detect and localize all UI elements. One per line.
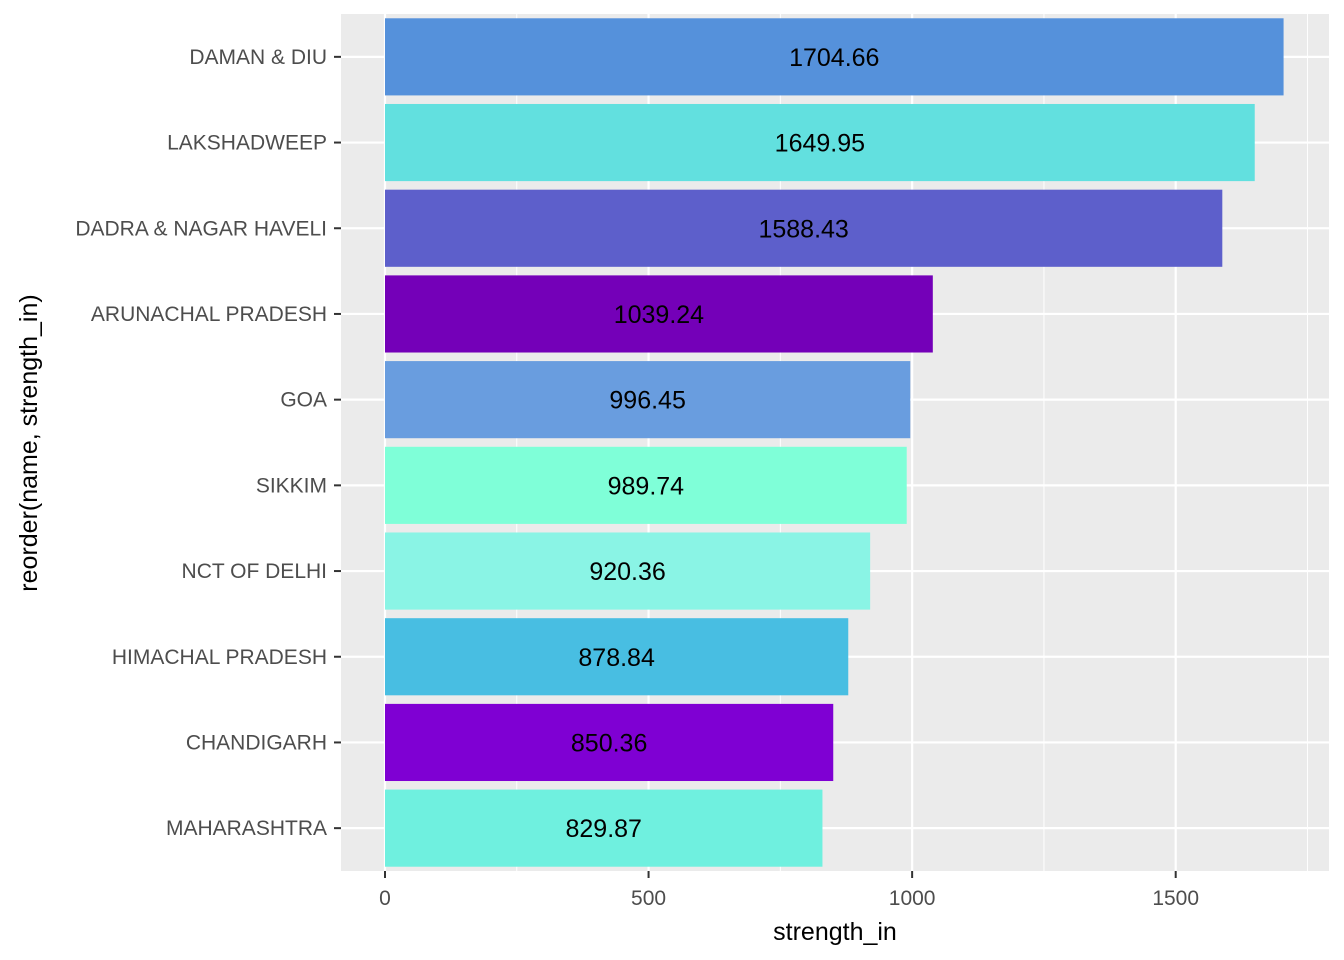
x-tick-label: 1000 xyxy=(889,887,936,910)
bar xyxy=(385,703,834,782)
bar-value-label: 850.36 xyxy=(571,729,647,757)
bar xyxy=(385,275,933,353)
y-tick-label: HIMACHAL PRADESH xyxy=(112,646,327,669)
x-axis-title: strength_in xyxy=(773,918,897,946)
bar xyxy=(385,361,911,439)
bar-value-label: 1039.24 xyxy=(614,301,704,329)
y-axis-title: reorder(name, strength_in) xyxy=(15,294,43,591)
y-axis: DAMAN & DIU LAKSHADWEEP DADRA & NAGAR HAVE… xyxy=(75,46,341,840)
bar-labels: 1704.66 1649.95 1588.43 1039.24 996.45 989.74… xyxy=(565,44,879,843)
bars xyxy=(385,18,1284,867)
y-tick-label: NCT OF DELHI xyxy=(182,560,327,583)
x-tick-label: 500 xyxy=(631,887,666,910)
bar xyxy=(385,618,849,696)
y-tick-label: CHANDIGARH xyxy=(186,731,327,754)
y-tick-label: DAMAN & DIU xyxy=(189,46,327,69)
bar xyxy=(385,532,871,610)
x-tick-label: 0 xyxy=(379,887,391,910)
y-tick-label: ARUNACHAL PRADESH xyxy=(91,303,327,326)
bar-value-label: 996.45 xyxy=(609,387,685,415)
y-tick-label: LAKSHADWEEP xyxy=(167,132,327,155)
y-tick-label: MAHARASHTRA xyxy=(166,817,327,840)
bar-value-label: 829.87 xyxy=(565,815,641,843)
y-tick-label: DADRA & NAGAR HAVELI xyxy=(75,217,327,240)
y-tick-label: GOA xyxy=(280,389,327,412)
bar-value-label: 1588.43 xyxy=(758,215,848,243)
bar xyxy=(385,103,1255,182)
bar xyxy=(385,189,1223,267)
bar xyxy=(385,446,907,524)
bar-value-label: 989.74 xyxy=(608,472,685,500)
bar-value-label: 1649.95 xyxy=(775,130,865,158)
bar-value-label: 920.36 xyxy=(589,558,665,586)
x-axis: 0 500 1000 1500 xyxy=(379,871,1199,910)
x-tick-label: 1500 xyxy=(1152,887,1199,910)
bar-value-label: 1704.66 xyxy=(789,44,879,72)
y-tick-label: SIKKIM xyxy=(256,474,327,497)
bar xyxy=(385,789,823,867)
bar-value-label: 878.84 xyxy=(578,644,655,672)
bar xyxy=(385,18,1284,96)
